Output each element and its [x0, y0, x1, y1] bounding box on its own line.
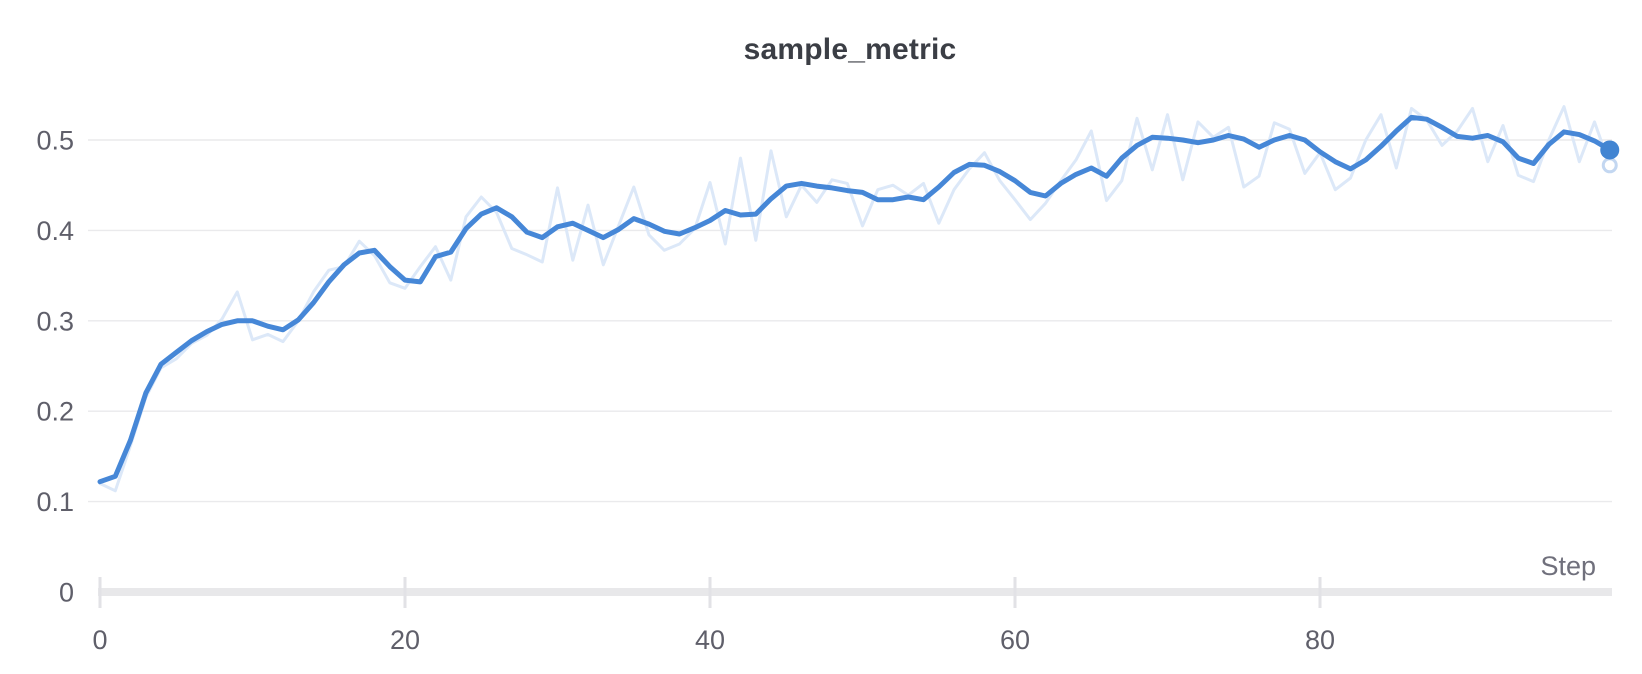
- x-axis-bar: [98, 588, 1612, 596]
- raw-endpoint-marker: [1601, 157, 1618, 174]
- x-tick-label: 80: [1305, 625, 1335, 655]
- y-tick-label: 0.5: [36, 125, 74, 155]
- x-tick-label: 20: [390, 625, 420, 655]
- smoothed-series-line: [97, 114, 1613, 485]
- y-tick-label: 0.3: [36, 306, 74, 336]
- y-tick-label: 0.4: [36, 216, 74, 246]
- raw-series-line: [98, 105, 1612, 493]
- chart-title: sample_metric: [743, 33, 957, 66]
- y-tick-label: 0: [59, 577, 74, 607]
- x-axis-title: Step: [1540, 551, 1596, 581]
- x-tick-label: 40: [695, 625, 725, 655]
- y-tick-label: 0.1: [36, 487, 74, 517]
- x-tick-label: 60: [1000, 625, 1030, 655]
- y-tick-label: 0.2: [36, 397, 74, 427]
- endpoint-marker: [1600, 140, 1620, 160]
- x-tick-label: 0: [92, 625, 107, 655]
